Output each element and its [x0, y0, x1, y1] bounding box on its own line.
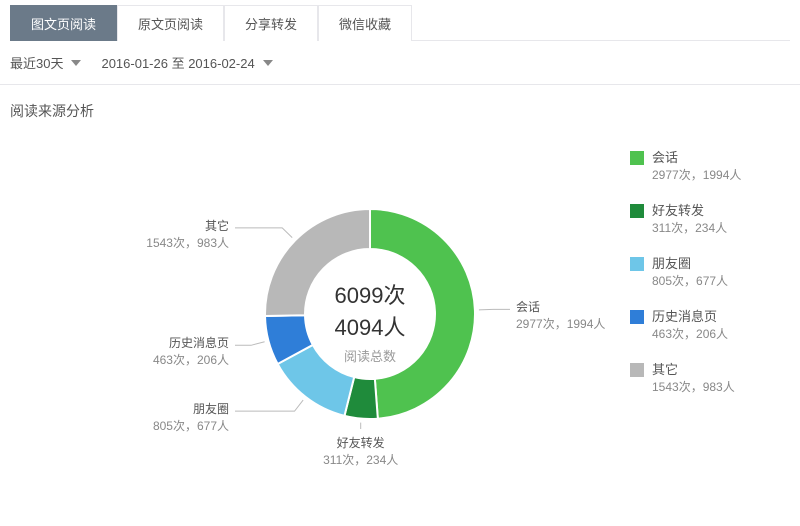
tabs-bar: 图文页阅读原文页阅读分享转发微信收藏 [10, 5, 790, 41]
tab[interactable]: 分享转发 [224, 5, 318, 41]
legend-swatch [630, 310, 644, 324]
legend-text: 历史消息页463次，206人 [652, 308, 728, 343]
legend-item[interactable]: 历史消息页463次，206人 [630, 308, 790, 343]
legend-item[interactable]: 朋友圈805次，677人 [630, 255, 790, 290]
legend-text: 会话2977次，1994人 [652, 149, 741, 184]
slice-label-moments: 朋友圈805次，677人 [109, 401, 229, 435]
legend-item[interactable]: 会话2977次，1994人 [630, 149, 790, 184]
slice-label-other: 其它1543次，983人 [109, 218, 229, 252]
tab[interactable]: 图文页阅读 [10, 5, 117, 41]
tab[interactable]: 微信收藏 [318, 5, 412, 41]
legend-item[interactable]: 好友转发311次，234人 [630, 202, 790, 237]
chart-region: 会话2977次，1994人好友转发311次，234人朋友圈805次，677人历史… [0, 129, 800, 519]
legend-panel: 会话2977次，1994人好友转发311次，234人朋友圈805次，677人历史… [630, 129, 790, 519]
legend-item[interactable]: 其它1543次，983人 [630, 361, 790, 396]
legend-swatch [630, 363, 644, 377]
date-range-filter[interactable]: 2016-01-26 至 2016-02-24 [101, 53, 272, 72]
legend-text: 其它1543次，983人 [652, 361, 735, 396]
slice-label-session: 会话2977次，1994人 [516, 299, 605, 333]
legend-swatch [630, 204, 644, 218]
chevron-down-icon [71, 60, 81, 66]
section-title: 阅读来源分析 [0, 85, 800, 129]
slice-label-forward: 好友转发311次，234人 [311, 435, 411, 469]
legend-text: 朋友圈805次，677人 [652, 255, 728, 290]
range-filter[interactable]: 最近30天 [10, 53, 81, 72]
legend-swatch [630, 257, 644, 271]
tab[interactable]: 原文页阅读 [117, 5, 224, 41]
date-range-label: 2016-01-26 至 2016-02-24 [101, 53, 254, 72]
legend-swatch [630, 151, 644, 165]
donut-center: 6099次4094人阅读总数 [310, 278, 430, 365]
slice-label-history: 历史消息页463次，206人 [109, 335, 229, 369]
filters-bar: 最近30天 2016-01-26 至 2016-02-24 [0, 41, 800, 85]
leader-line [479, 309, 510, 310]
leader-line [235, 342, 265, 346]
leader-line [235, 228, 292, 238]
range-filter-label: 最近30天 [10, 53, 63, 72]
legend-text: 好友转发311次，234人 [652, 202, 727, 237]
leader-line [235, 400, 303, 411]
chevron-down-icon [263, 60, 273, 66]
donut-chart: 会话2977次，1994人好友转发311次，234人 朋友圈805次，677人历史… [10, 129, 630, 519]
